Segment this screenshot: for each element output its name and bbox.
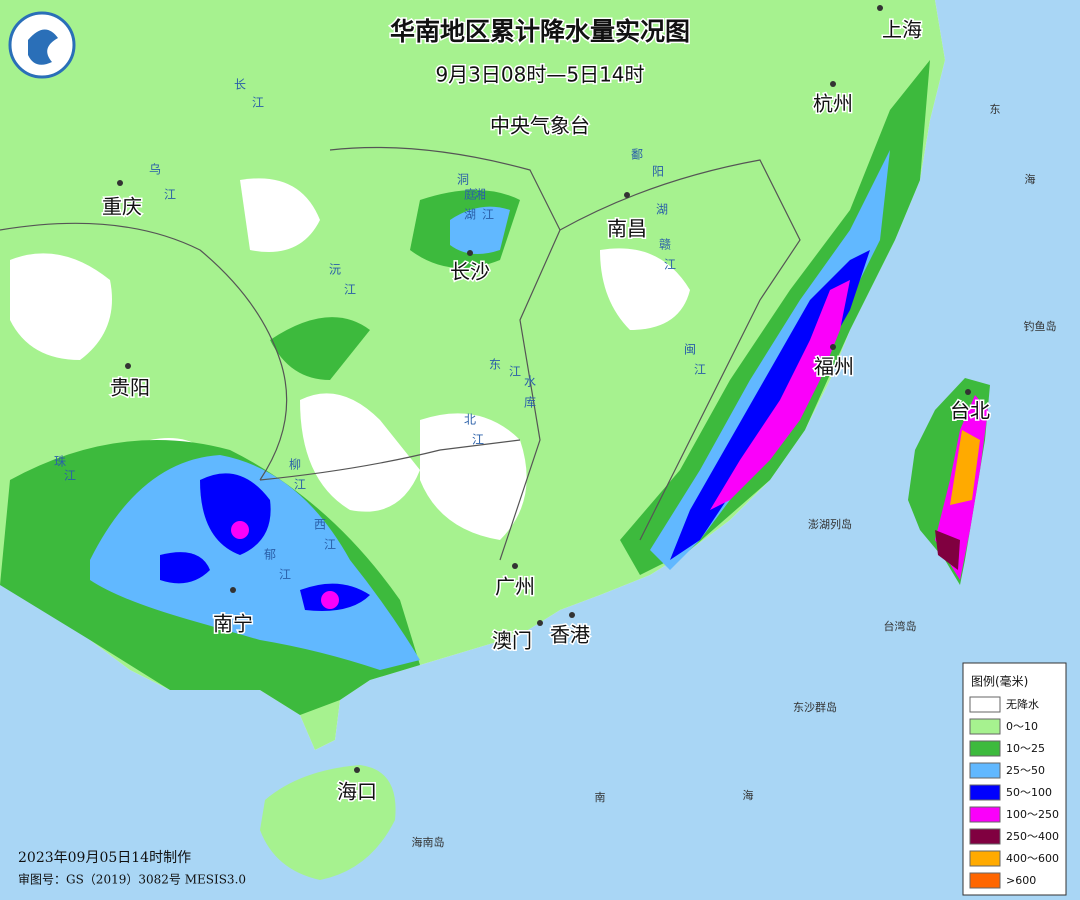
river-label: 库	[524, 395, 536, 410]
place-label: 东	[990, 103, 1001, 116]
river-label: 江	[694, 363, 706, 377]
river-label: 江	[252, 96, 264, 110]
river-label: 江	[472, 433, 484, 447]
place-label: 钓鱼岛	[1024, 319, 1057, 333]
city-label: 台北	[950, 399, 990, 423]
city-label: 杭州	[813, 92, 853, 116]
river-label: 柳	[289, 458, 301, 472]
legend-swatch	[969, 850, 1001, 867]
legend-label: 100～250	[1006, 808, 1059, 821]
legend-swatch	[969, 872, 1001, 889]
place-label: 南	[595, 791, 606, 804]
river-label: 闽	[684, 343, 696, 357]
rain-heavy	[90, 150, 890, 670]
legend-swatch	[969, 696, 1001, 713]
legend-swatch	[969, 828, 1001, 845]
footer-approval: 审图号：GS（2019）3082号 MESIS3.0	[18, 872, 246, 887]
river-label: 阳	[652, 165, 664, 179]
river-label: 赣	[659, 238, 671, 252]
river-label: 江	[294, 478, 306, 492]
city-label: 福州	[814, 355, 854, 379]
province-borders	[0, 146, 801, 561]
city-label: 贵阳	[110, 376, 150, 400]
place-label: 台湾岛	[884, 619, 917, 633]
river-label: 洞	[457, 173, 469, 187]
river-label: 江	[482, 208, 494, 222]
river-label: 水	[524, 375, 536, 389]
city-label: 上海	[882, 18, 922, 42]
logo-mark	[28, 29, 58, 65]
map-subtitle: 9月3日08时—5日14时	[435, 63, 644, 87]
legend-label: 25～50	[1006, 764, 1045, 777]
river-label: 湖	[656, 202, 668, 217]
legend-label: 无降水	[1006, 697, 1039, 711]
city-label: 长沙	[450, 260, 490, 284]
legend-label: 10～25	[1006, 742, 1045, 755]
legend-swatch	[969, 806, 1001, 823]
city-label: 广州	[495, 575, 535, 599]
city-label: 香港	[550, 623, 590, 647]
agency: 中央气象台	[490, 114, 590, 138]
hainan-island	[260, 765, 396, 880]
legend-label: 50～100	[1006, 786, 1052, 799]
legend-swatch	[969, 718, 1001, 735]
place-label: 海	[1025, 172, 1036, 186]
river-label: 江	[279, 568, 291, 582]
legend-swatch	[969, 740, 1001, 757]
taiwan-rain-severe	[935, 530, 960, 570]
place-label: 海南岛	[412, 835, 445, 849]
river-label: 江	[64, 469, 76, 483]
river-label: 乌	[149, 162, 161, 177]
river-label: 珠	[54, 455, 66, 469]
river-label: 江	[664, 258, 676, 272]
rain-torrential	[231, 280, 850, 609]
legend-title: 图例(毫米)	[971, 674, 1028, 689]
river-label: 江	[344, 283, 356, 297]
river-label: 江	[164, 188, 176, 202]
legend: 图例(毫米) 无降水 0～10 10～25 25～50 50～100 100～250 250…	[962, 662, 1067, 896]
river-label: 江	[324, 538, 336, 552]
river-label: 江	[509, 365, 521, 379]
river-label: 东	[489, 358, 501, 372]
river-label: 西	[314, 518, 326, 532]
legend-label: >600	[1006, 874, 1036, 887]
place-label: 东沙群岛	[793, 700, 837, 714]
legend-swatch	[969, 762, 1001, 779]
map-title: 华南地区累计降水量实况图	[390, 17, 690, 46]
legend-swatch	[969, 784, 1001, 801]
footer: 2023年09月05日14时制作 审图号：GS（2019）3082号 MESIS…	[18, 850, 246, 887]
river-label: 长	[234, 78, 246, 92]
river-label: 湖	[464, 207, 476, 222]
river-label: 鄱	[631, 148, 643, 162]
footer-made: 2023年09月05日14时制作	[18, 850, 191, 866]
river-label: 北	[464, 413, 476, 427]
city-label: 南宁	[213, 612, 253, 636]
river-label: 沅	[329, 263, 341, 277]
city-label: 南昌	[607, 217, 647, 241]
place-label: 海	[743, 788, 754, 802]
city-label: 澳门	[492, 629, 532, 653]
legend-label: 250～400	[1006, 830, 1059, 843]
place-label: 澎湖列岛	[808, 517, 852, 531]
city-label: 海口	[337, 780, 377, 804]
river-label: 湘	[474, 187, 486, 202]
legend-label: 0～10	[1006, 720, 1038, 733]
taiwan-rain-extreme	[950, 430, 980, 505]
river-label: 庭	[464, 187, 476, 202]
legend-label: 400～600	[1006, 852, 1059, 865]
city-label: 重庆	[102, 195, 142, 219]
river-label: 郁	[264, 547, 276, 562]
city-dots	[117, 5, 971, 773]
